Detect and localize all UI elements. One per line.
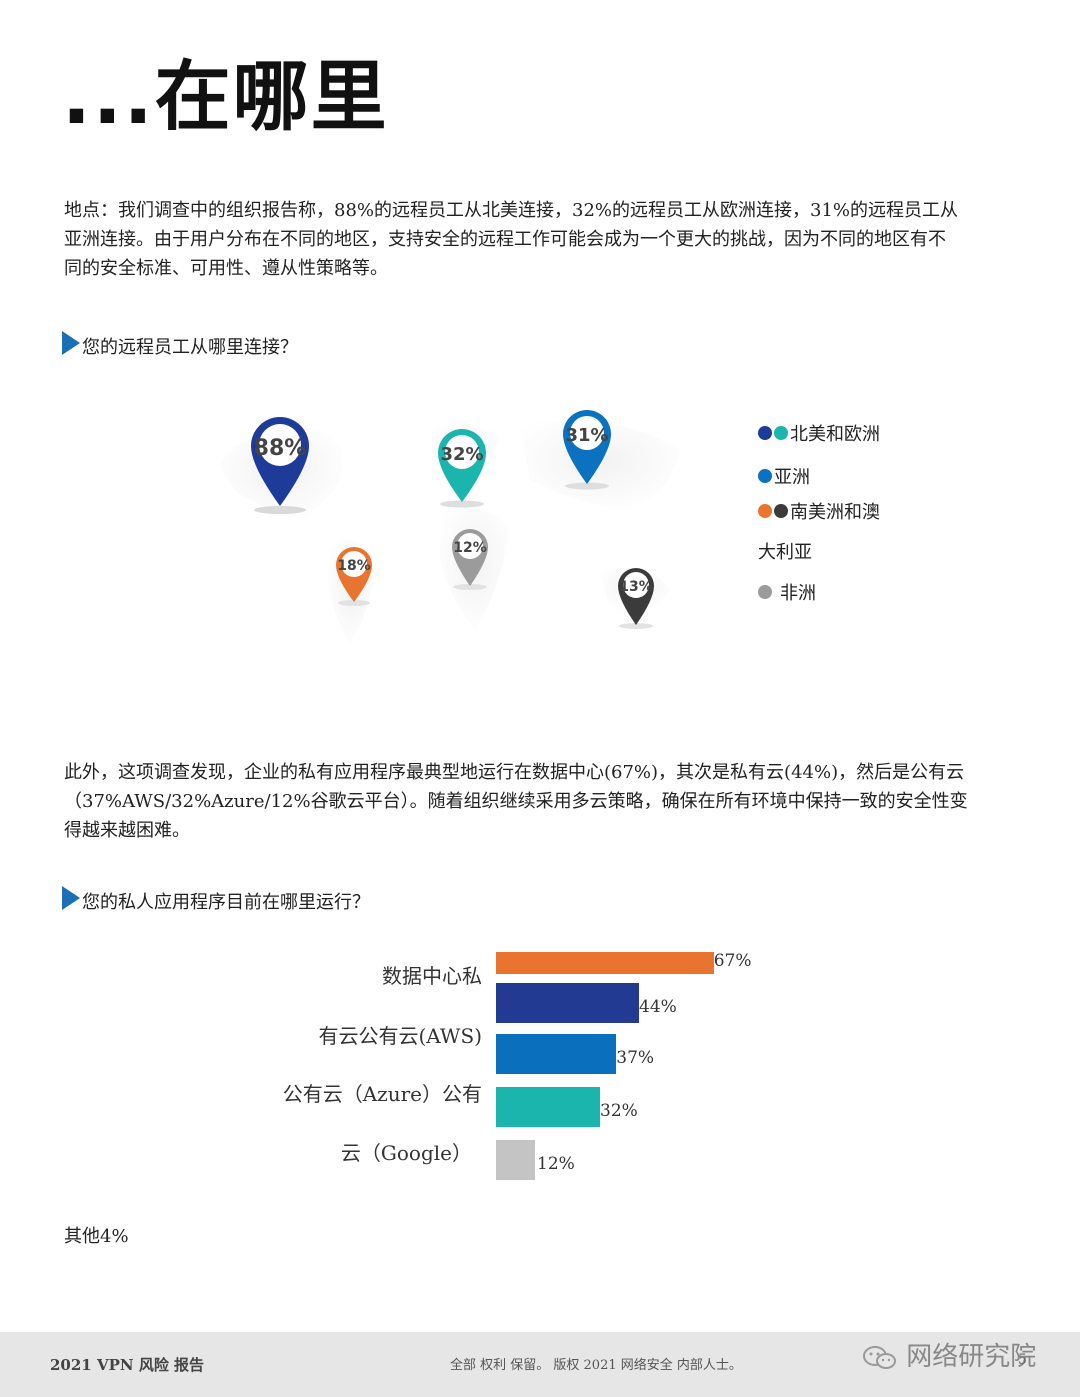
pin-label: 31%: [565, 425, 608, 446]
intro-line: 亚洲连接。由于用户分布在不同的地区，支持安全的远程工作可能会成为一个更大的挑战，…: [64, 225, 1024, 254]
chart-category-label: 公有云（Azure）公有: [283, 1078, 482, 1107]
pin-label: 13%: [619, 579, 653, 595]
chart-value-label: 67%: [714, 951, 752, 971]
chart-category-label: 有云公有云(AWS): [319, 1020, 483, 1049]
legend-australia-continued: 大利亚: [758, 538, 812, 564]
legend-dot-icon: [774, 504, 788, 518]
legend-label: 南美洲和澳: [790, 498, 880, 524]
chart-bar: [496, 952, 714, 974]
legend-label: 亚洲: [774, 463, 810, 489]
pin-label: 18%: [337, 558, 371, 574]
pin-label: 88%: [254, 436, 307, 461]
chart-category-label: 云（Google）: [341, 1137, 472, 1166]
watermark-text: 网络研究院: [906, 1342, 1036, 1372]
legend-south-america-australia: 南美洲和澳: [758, 498, 880, 524]
legend-asia: 亚洲: [758, 463, 810, 489]
chart-value-label: 12%: [537, 1154, 575, 1174]
chart-bar: [496, 1087, 600, 1127]
legend-dot-icon: [758, 426, 772, 440]
bar-chart: 67% 44% 37% 32% 12%: [496, 952, 796, 1184]
question-remote-location: 您的远程员工从哪里连接？: [82, 333, 298, 359]
apps-line: （37%AWS/32%Azure/12%谷歌云平台）。随着组织继续采用多云策略，…: [64, 787, 1024, 816]
intro-line: 地点：我们调查中的组织报告称，88%的远程员工从北美连接，32%的远程员工从欧洲…: [64, 196, 1024, 225]
footer-report-title: 2021 VPN 风险 报告: [50, 1354, 204, 1375]
section-arrow-icon: [62, 886, 80, 910]
wechat-icon: [862, 1345, 898, 1371]
legend-dot-icon: [758, 585, 772, 599]
chart-bar: [496, 1140, 535, 1180]
legend-label: 大利亚: [758, 538, 812, 564]
footer-copyright: 全部 权利 保留。 版权 2021 网络安全 内部人士。: [450, 1354, 742, 1373]
apps-line: 得越来越困难。: [64, 816, 1024, 845]
intro-line: 同的安全标准、可用性、遵从性策略等。: [64, 254, 1024, 283]
watermark: 网络研究院: [862, 1336, 1036, 1373]
section-arrow-icon: [62, 331, 80, 355]
world-map: 88% 32% 31% 18% 12% 13%: [200, 400, 700, 660]
apps-line: 此外，这项调查发现，企业的私有应用程序最典型地运行在数据中心(67%)，其次是私…: [64, 758, 1024, 787]
chart-bar: [496, 1034, 616, 1074]
chart-value-label: 32%: [600, 1101, 638, 1121]
pin-13: 13%: [618, 568, 654, 625]
intro-paragraph: 地点：我们调查中的组织报告称，88%的远程员工从北美连接，32%的远程员工从欧洲…: [64, 196, 1024, 283]
pin-label: 32%: [440, 444, 483, 465]
page-number: 5: [1018, 1352, 1027, 1368]
legend-dot-icon: [758, 469, 772, 483]
legend-north-america-europe: 北美和欧洲: [758, 420, 880, 446]
legend-label: 非洲: [780, 579, 816, 605]
chart-category-label: 数据中心私: [382, 960, 482, 989]
page-title: ...在哪里: [62, 52, 389, 142]
other-note: 其他4%: [64, 1222, 129, 1248]
chart-bar: [496, 983, 639, 1023]
question-app-location: 您的私人应用程序目前在哪里运行？: [82, 888, 370, 914]
chart-value-label: 44%: [639, 997, 677, 1017]
world-map-svg: 88% 32% 31% 18% 12% 13%: [200, 400, 700, 660]
pin-32: 32%: [438, 429, 486, 502]
legend-africa: 非洲: [758, 579, 816, 605]
legend-dot-icon: [774, 426, 788, 440]
pin-label: 12%: [453, 540, 487, 556]
chart-value-label: 37%: [616, 1048, 654, 1068]
apps-paragraph: 此外，这项调查发现，企业的私有应用程序最典型地运行在数据中心(67%)，其次是私…: [64, 758, 1024, 845]
legend-dot-icon: [758, 504, 772, 518]
legend-label: 北美和欧洲: [790, 420, 880, 446]
